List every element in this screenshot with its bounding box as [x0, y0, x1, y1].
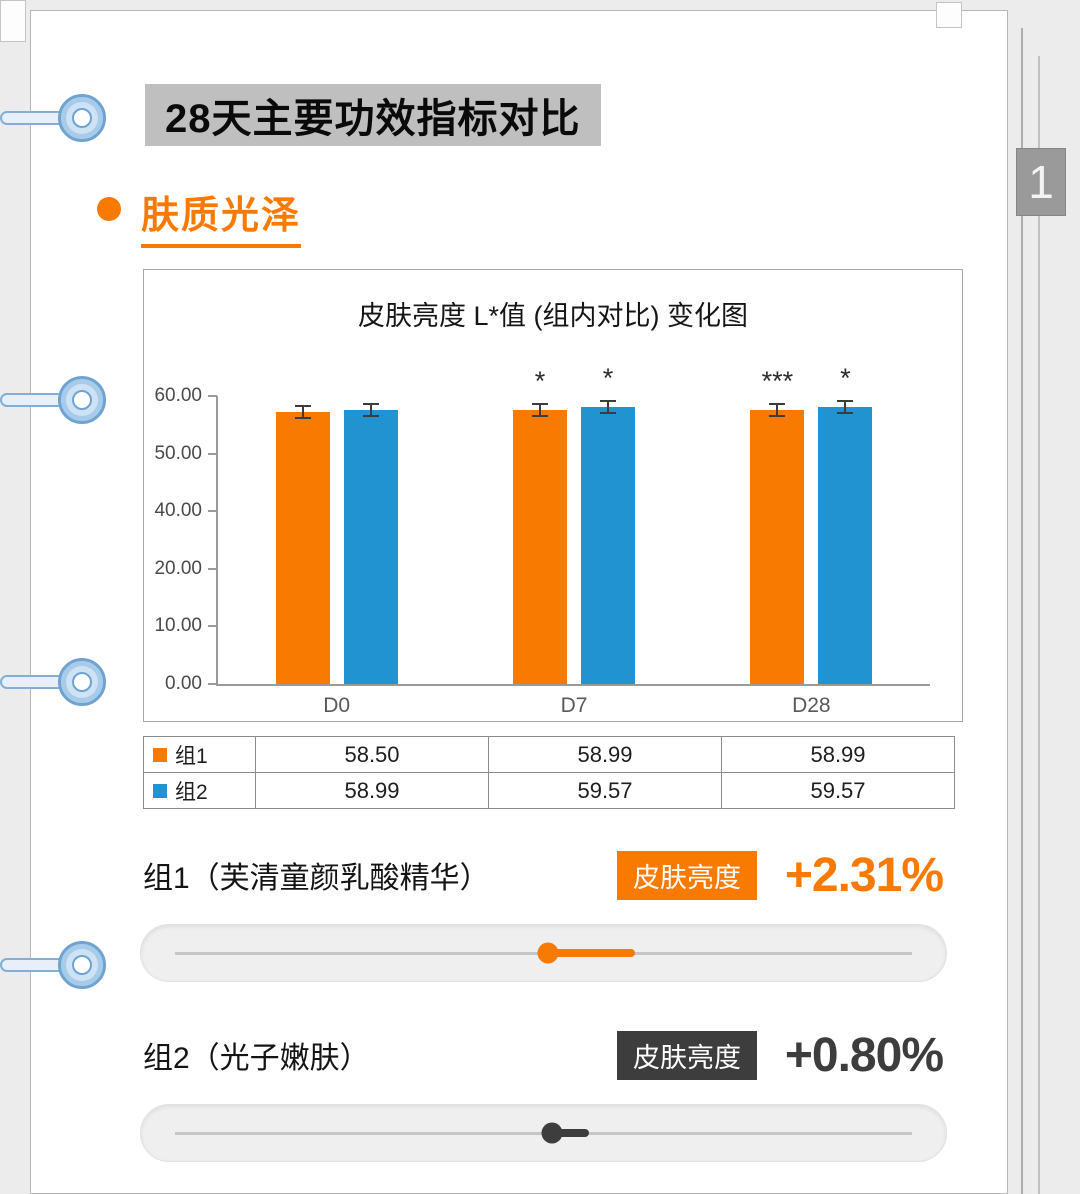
group1-label: 组1（芙清童颜乳酸精华） [143, 862, 490, 895]
significance-marker: * [534, 365, 546, 396]
legend-cell-group2: 组2 [143, 772, 255, 808]
table-cell: 59.57 [488, 772, 721, 808]
bar-组1-D28 [750, 409, 805, 684]
bar-slot: *** [750, 366, 805, 684]
slider-fill [551, 1129, 589, 1137]
significance-marker: * [840, 363, 851, 394]
group2-result-row: 组2（光子嫩肤） 皮肤亮度 +0.80% [143, 1028, 944, 1082]
table-cell: 58.99 [255, 772, 488, 808]
binder-hole [72, 955, 92, 975]
chart-title: 皮肤亮度 L*值 (组内对比) 变化图 [357, 301, 748, 331]
legend-cell-group1: 组1 [143, 736, 255, 772]
bar-组2-D7 [581, 407, 635, 684]
bar-组1-D7 [513, 409, 567, 684]
x-axis-label: D7 [560, 694, 588, 717]
table-cell: 58.99 [721, 736, 954, 772]
x-axis-label: D28 [792, 694, 831, 717]
binder-grommet [58, 658, 106, 706]
group2-value: +0.80% [784, 1028, 944, 1082]
bar-slot: * [513, 366, 567, 684]
table-cell: 58.50 [255, 736, 488, 772]
bar-group-D28: *** * [750, 363, 873, 684]
error-bar [600, 400, 616, 415]
y-axis: 60.00 50.00 40.00 20.00 10.00 0.00 [154, 385, 930, 694]
bar-slot: * [581, 363, 635, 684]
page-stack-edge [1038, 56, 1040, 1194]
group2-legend-label: 组2 [175, 780, 208, 804]
x-axis-label: D0 [323, 694, 351, 717]
plot-area: 60.00 50.00 40.00 20.00 10.00 0.00 * * *** * D0 D… [154, 363, 930, 717]
bar-组2-D0 [343, 409, 398, 684]
bar-group-D0 [275, 396, 398, 684]
bar-组1-D0 [275, 412, 330, 684]
error-bar [362, 402, 379, 417]
group1-legend-label: 组1 [175, 744, 208, 768]
bar-slot [343, 396, 398, 684]
chart-container: 皮肤亮度 L*值 (组内对比) 变化图 60.00 50.00 40.00 20.00… [143, 269, 963, 722]
binder-hole [72, 108, 92, 128]
group2-color-swatch [153, 783, 167, 798]
bar-slot [275, 396, 330, 684]
section-heading: 肤质光泽 [141, 184, 302, 248]
significance-marker: *** [761, 365, 794, 396]
group1-value: +2.31% [784, 848, 944, 902]
group2-slider[interactable] [140, 1104, 947, 1162]
binder-ring [0, 658, 106, 706]
binder-hole [72, 390, 92, 410]
slider-handle[interactable] [537, 942, 559, 964]
slider-fill [548, 949, 636, 957]
group1-color-swatch [153, 747, 167, 762]
group1-metric-badge: 皮肤亮度 [617, 850, 757, 900]
group2-metric-badge: 皮肤亮度 [617, 1030, 757, 1080]
x-axis-labels: D0 D7 D28 [218, 396, 930, 717]
binder-ring [0, 94, 106, 142]
legend-table: 组1 58.50 58.99 58.99 组2 58.99 59.57 59.5… [143, 736, 955, 809]
bars-layer: * * *** * [218, 363, 930, 684]
error-bar [532, 402, 548, 417]
error-bar [294, 405, 311, 420]
binder-ring [0, 376, 106, 424]
error-bar [769, 402, 786, 417]
slider-handle[interactable] [541, 1122, 563, 1144]
page-corner-top-left [0, 0, 26, 42]
group2-label: 组2（光子嫩肤） [143, 1042, 370, 1075]
group1-result-row: 组1（芙清童颜乳酸精华） 皮肤亮度 +2.31% [143, 848, 944, 902]
bar-group-D7: * * [513, 363, 635, 684]
bullet-icon [97, 197, 121, 221]
bar-组2-D28 [818, 407, 873, 684]
page-title: 28天主要功效指标对比 [145, 84, 601, 146]
table-cell: 58.99 [488, 736, 721, 772]
page-stack-edge [1021, 28, 1023, 1194]
significance-marker: * [602, 363, 614, 394]
page-number-tab[interactable]: 1 [1016, 148, 1066, 216]
binder-ring [0, 941, 106, 989]
error-bar [837, 400, 854, 415]
bar-slot: * [818, 363, 873, 684]
page-corner-top-right [936, 2, 962, 28]
table-cell: 59.57 [721, 772, 954, 808]
group1-slider[interactable] [140, 924, 947, 982]
binder-hole [72, 672, 92, 692]
